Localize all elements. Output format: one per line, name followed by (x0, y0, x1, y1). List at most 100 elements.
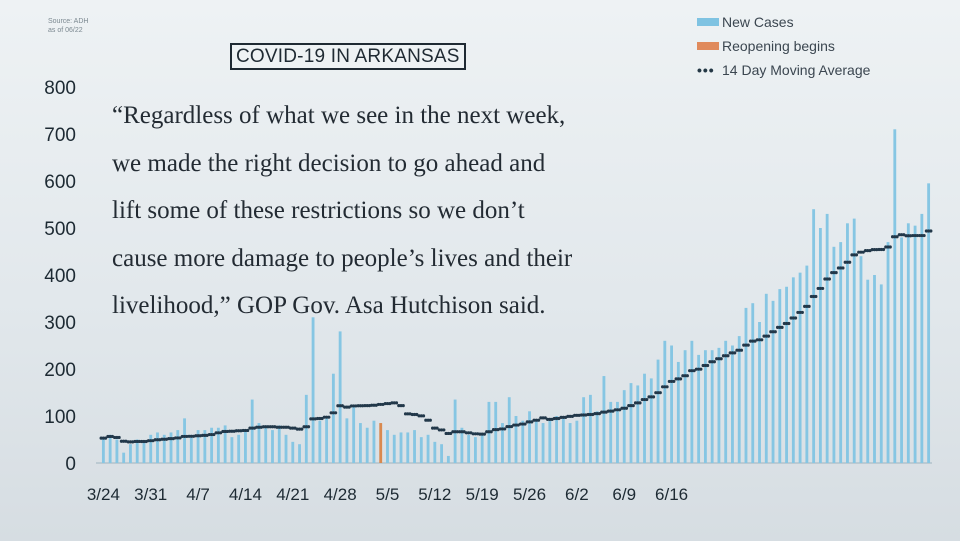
new-cases-bar (399, 432, 403, 463)
new-cases-bar (359, 423, 362, 463)
moving-average-point (128, 440, 133, 444)
moving-average-point (268, 425, 272, 429)
moving-average-point (712, 360, 716, 364)
moving-average-point (850, 253, 854, 257)
moving-average-point (728, 351, 732, 355)
moving-average-point (291, 426, 295, 430)
new-cases-bar (703, 350, 707, 463)
new-cases-bar (731, 345, 734, 463)
moving-average-point (857, 250, 861, 254)
moving-average-point (212, 432, 216, 437)
new-cases-bar (216, 427, 220, 463)
moving-average-point (473, 432, 478, 436)
moving-average-point (214, 431, 218, 435)
new-cases-bar (386, 430, 389, 463)
moving-average-point (561, 415, 565, 419)
new-cases-bar (196, 430, 200, 463)
quote-line-4: cause more damage to people’s lives and … (112, 244, 573, 272)
moving-average-point (624, 406, 629, 410)
new-cases-bar (670, 345, 673, 463)
moving-average-point (194, 434, 198, 438)
moving-average-point (302, 425, 306, 429)
moving-average-point (606, 409, 611, 413)
new-cases-bar (501, 423, 504, 463)
new-cases-bar (818, 228, 822, 463)
new-cases-bar (284, 434, 288, 463)
new-cases-bar (446, 455, 450, 463)
moving-average-point (505, 424, 509, 429)
new-cases-bar (440, 444, 444, 463)
moving-average-point (582, 413, 586, 417)
moving-average-point (99, 436, 103, 440)
moving-average-point (167, 437, 171, 441)
moving-average-point (101, 436, 105, 440)
new-cases-bar (825, 213, 829, 463)
moving-average-point (153, 438, 157, 442)
moving-average-point (162, 437, 166, 441)
x-tick-label: 5/5 (376, 485, 400, 504)
moving-average-point (176, 436, 180, 440)
new-cases-bar (142, 441, 146, 463)
source-note: Source: ADH as of 06/22 (48, 17, 88, 35)
moving-average-point (309, 417, 313, 421)
moving-average-point (261, 425, 266, 429)
moving-average-point (859, 250, 863, 254)
moving-average-point (676, 377, 680, 381)
new-cases-bar (656, 359, 660, 463)
moving-average-point (775, 325, 780, 329)
new-cases-bar (575, 420, 579, 463)
moving-average-point (631, 403, 635, 408)
moving-average-point (697, 367, 701, 371)
moving-average-point (890, 235, 895, 239)
moving-average-point (879, 247, 883, 252)
new-cases-bar (304, 394, 308, 463)
new-cases-bar (710, 350, 714, 463)
moving-average-point (228, 429, 232, 433)
moving-average-point (451, 430, 455, 434)
moving-average-point (739, 348, 744, 352)
moving-average-point (471, 432, 475, 436)
moving-average-point (744, 343, 748, 347)
moving-average-point (803, 304, 807, 308)
new-cases-bar (906, 223, 910, 463)
moving-average-point (609, 409, 613, 413)
moving-average-point (536, 418, 541, 422)
moving-average-point (760, 338, 764, 342)
moving-average-point (532, 418, 536, 422)
moving-average-point (710, 360, 714, 364)
moving-average-point (406, 412, 410, 416)
new-cases-bar (257, 423, 261, 463)
moving-average-point (672, 379, 676, 384)
moving-average-point (881, 247, 886, 252)
moving-average-point (250, 426, 254, 430)
moving-average-point (784, 321, 789, 326)
moving-average-point (106, 434, 110, 439)
new-cases-bar (264, 425, 268, 463)
new-cases-bar (927, 183, 931, 463)
moving-average-point (494, 428, 498, 432)
x-tick-label: 6/2 (565, 485, 589, 504)
moving-average-point (870, 248, 874, 252)
new-cases-bar (467, 434, 471, 463)
chart-legend: New Cases Reopening begins ••• 14 Day Mo… (697, 10, 870, 82)
new-cases-bar (237, 434, 241, 463)
moving-average-point (487, 430, 491, 434)
moving-average-point (507, 424, 511, 429)
moving-average-point (397, 403, 401, 408)
new-cases-bar (724, 340, 728, 463)
y-tick-label: 800 (44, 78, 76, 99)
moving-average-point (169, 437, 173, 441)
moving-average-point (403, 412, 408, 416)
moving-average-point (498, 427, 502, 431)
moving-average-point (394, 401, 399, 405)
new-cases-bar (555, 416, 558, 463)
source-line-1: Source: ADH (48, 18, 89, 25)
moving-average-point (329, 411, 333, 415)
moving-average-point (742, 343, 746, 347)
moving-average-point (800, 310, 804, 315)
moving-average-point (656, 391, 660, 395)
new-cases-bar (758, 322, 761, 463)
new-cases-bars (101, 129, 931, 464)
moving-average-point (282, 425, 286, 429)
new-cases-bar (879, 284, 883, 463)
